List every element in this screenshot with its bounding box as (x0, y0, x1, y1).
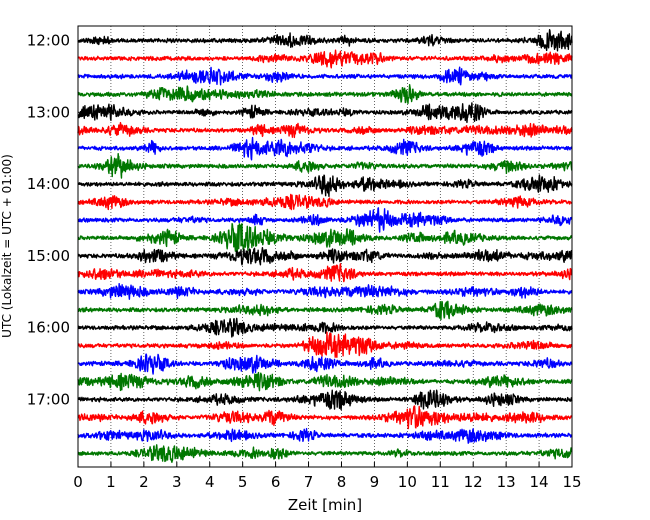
trace-1500 (77, 246, 573, 266)
trace-1530 (77, 283, 573, 300)
seismogram-traces (77, 28, 573, 463)
trace-1400 (77, 174, 573, 198)
y-tick-label-1300: 13:00 (27, 103, 70, 121)
x-tick-label-2: 2 (139, 473, 149, 491)
x-tick-label-4: 4 (205, 473, 215, 491)
plot-frame (77, 25, 573, 468)
trace-1215 (77, 49, 573, 69)
x-tick-label-13: 13 (497, 473, 516, 491)
x-tick-label-14: 14 (530, 473, 549, 491)
y-axis-label: UTC (Lokalzeit = UTC + 01:00) (0, 154, 14, 338)
trace-1745 (77, 444, 573, 463)
x-tick-label-3: 3 (172, 473, 182, 491)
trace-1200 (77, 28, 573, 52)
trace-1645 (77, 371, 573, 392)
trace-1445 (77, 222, 573, 256)
x-tick-label-0: 0 (73, 473, 83, 491)
x-tick-label-6: 6 (271, 473, 281, 491)
trace-1330 (77, 136, 573, 161)
trace-1615 (77, 331, 573, 358)
trace-1300 (77, 102, 573, 124)
x-axis-ticks: 0 1 2 3 4 5 6 7 8 9 10 11 12 13 14 15 (73, 462, 582, 491)
trace-1730 (77, 427, 573, 444)
x-tick-label-7: 7 (304, 473, 314, 491)
trace-1230 (77, 66, 573, 86)
trace-1630 (77, 353, 573, 375)
y-tick-label-1500: 15:00 (27, 247, 70, 265)
trace-1545 (77, 300, 573, 321)
trace-1415 (77, 193, 573, 211)
trace-1515 (77, 263, 573, 283)
x-tick-label-8: 8 (337, 473, 347, 491)
trace-1430 (77, 207, 573, 233)
trace-1245 (77, 84, 573, 105)
trace-1315 (77, 121, 573, 139)
y-tick-label-1700: 17:00 (27, 391, 70, 409)
x-tick-label-1: 1 (106, 473, 116, 491)
x-tick-label-10: 10 (398, 473, 417, 491)
y-tick-label-1400: 14:00 (27, 175, 70, 193)
y-axis-ticks: 12:00 13:00 14:00 15:00 16:00 17:00 (27, 32, 83, 409)
x-tick-label-15: 15 (562, 473, 581, 491)
trace-1715 (77, 405, 573, 430)
trace-1600 (77, 317, 573, 338)
x-axis-label: Zeit [min] (288, 496, 362, 514)
x-tick-label-9: 9 (370, 473, 380, 491)
y-tick-label-1600: 16:00 (27, 319, 70, 337)
x-tick-label-12: 12 (464, 473, 483, 491)
trace-1700 (77, 389, 573, 411)
y-tick-label-1200: 12:00 (27, 32, 70, 50)
x-tick-label-11: 11 (431, 473, 450, 491)
x-tick-label-5: 5 (238, 473, 248, 491)
trace-1345 (77, 152, 573, 179)
